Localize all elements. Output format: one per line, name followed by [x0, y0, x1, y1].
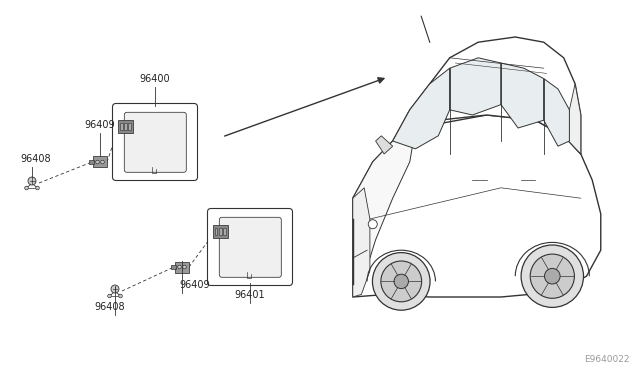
FancyBboxPatch shape	[118, 120, 132, 133]
Circle shape	[394, 274, 408, 289]
FancyBboxPatch shape	[120, 123, 122, 130]
Circle shape	[100, 160, 104, 164]
Circle shape	[108, 294, 111, 298]
Circle shape	[521, 245, 584, 307]
Polygon shape	[353, 188, 370, 297]
Circle shape	[25, 186, 28, 190]
Polygon shape	[544, 78, 570, 146]
Circle shape	[368, 220, 377, 229]
FancyBboxPatch shape	[219, 228, 221, 235]
Polygon shape	[450, 58, 501, 115]
Polygon shape	[376, 136, 393, 154]
FancyBboxPatch shape	[207, 208, 292, 285]
Polygon shape	[393, 37, 581, 154]
Circle shape	[36, 186, 39, 190]
Text: 96408: 96408	[95, 302, 125, 312]
Polygon shape	[353, 115, 601, 297]
FancyBboxPatch shape	[113, 103, 198, 180]
Polygon shape	[353, 128, 415, 297]
FancyBboxPatch shape	[93, 157, 107, 167]
FancyBboxPatch shape	[172, 265, 176, 269]
Circle shape	[118, 294, 122, 298]
Text: 96400: 96400	[140, 74, 170, 84]
Polygon shape	[564, 84, 581, 154]
Polygon shape	[501, 63, 544, 128]
Text: 96408: 96408	[20, 154, 51, 164]
Circle shape	[381, 261, 422, 302]
Polygon shape	[393, 68, 450, 149]
Circle shape	[545, 269, 560, 284]
FancyBboxPatch shape	[215, 228, 218, 235]
Text: 96401: 96401	[235, 290, 266, 300]
Circle shape	[372, 253, 430, 310]
FancyBboxPatch shape	[175, 262, 189, 273]
FancyBboxPatch shape	[124, 123, 127, 130]
Circle shape	[96, 160, 99, 164]
FancyBboxPatch shape	[128, 123, 131, 130]
FancyBboxPatch shape	[89, 160, 94, 164]
Circle shape	[111, 285, 119, 293]
Circle shape	[530, 254, 575, 298]
FancyBboxPatch shape	[124, 112, 186, 172]
Text: 96409: 96409	[180, 280, 211, 290]
Text: E9640022: E9640022	[584, 355, 630, 364]
Circle shape	[182, 265, 186, 269]
Text: 96409: 96409	[84, 120, 115, 130]
FancyBboxPatch shape	[220, 217, 282, 277]
FancyBboxPatch shape	[223, 228, 225, 235]
Circle shape	[28, 177, 36, 185]
Circle shape	[178, 265, 181, 269]
FancyBboxPatch shape	[212, 225, 227, 238]
